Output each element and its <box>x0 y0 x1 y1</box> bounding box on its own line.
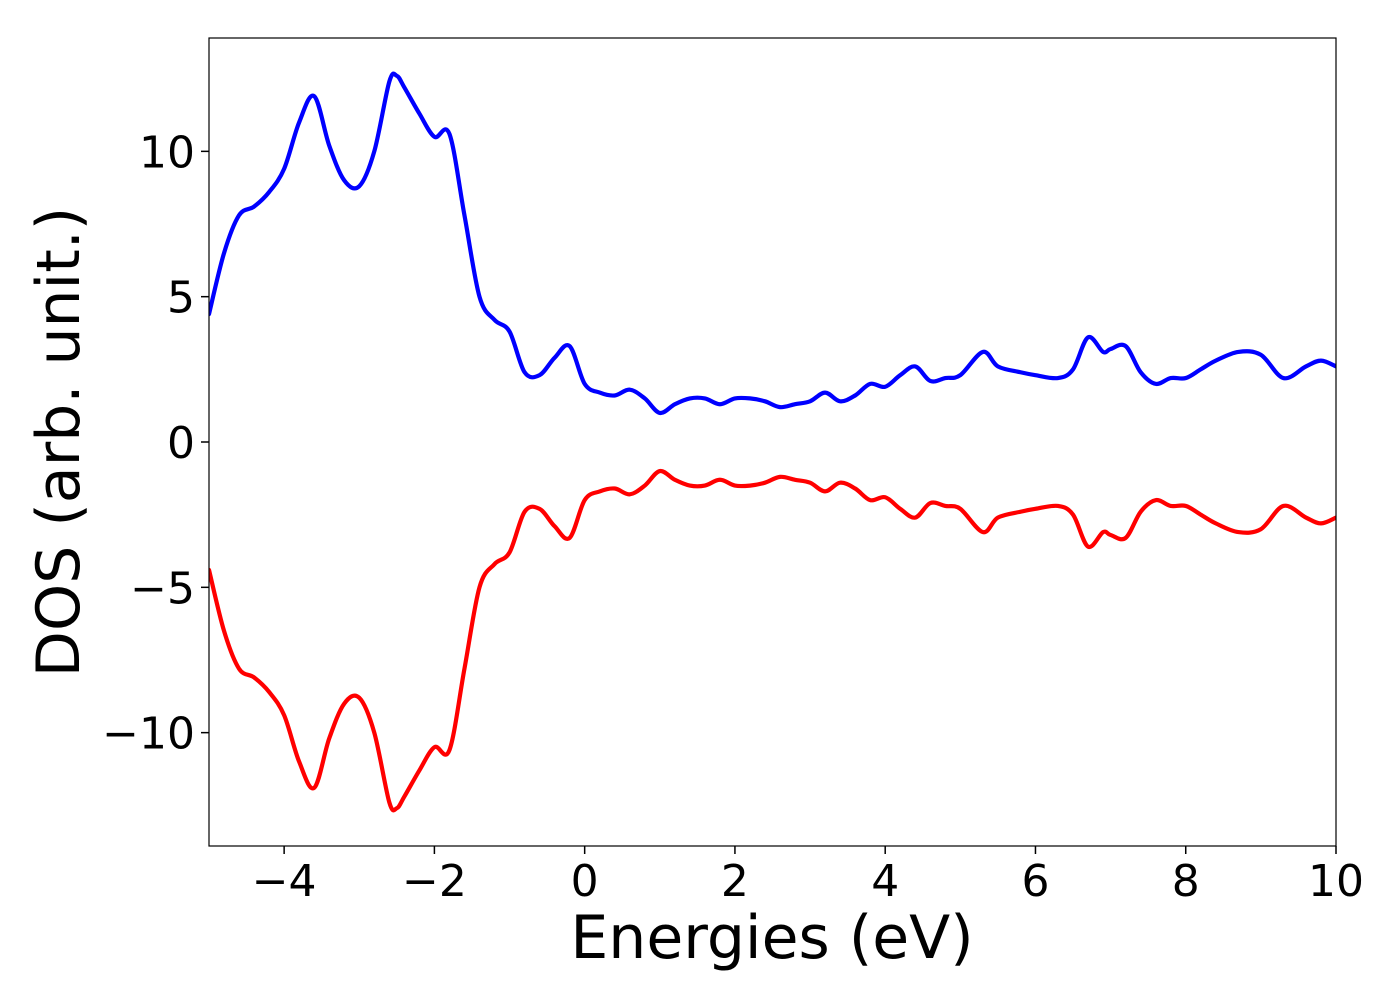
y-tick-label: −5 <box>130 563 195 614</box>
plot-frame <box>208 37 1337 847</box>
y-tick-label: 10 <box>139 127 195 178</box>
x-tick-label: 2 <box>721 856 749 907</box>
y-axis: 10 5 0 −5 −10 <box>102 127 209 760</box>
x-tick-label: 8 <box>1172 856 1200 907</box>
y-tick-label: −10 <box>102 709 195 760</box>
x-axis: −4 −2 0 2 4 6 8 10 <box>252 846 1364 907</box>
y-tick-label: 0 <box>167 418 195 469</box>
y-tick-label: 5 <box>167 273 195 324</box>
series-layer <box>209 71 1336 813</box>
x-tick-label: 6 <box>1021 856 1049 907</box>
x-tick-label: −4 <box>252 856 317 907</box>
series-line-1 <box>209 71 1336 416</box>
x-tick-label: 4 <box>871 856 899 907</box>
series-line-2 <box>209 468 1336 813</box>
x-tick-label: −2 <box>402 856 467 907</box>
x-tick-label: 0 <box>571 856 599 907</box>
x-axis-label: Energies (eV) <box>570 903 973 973</box>
x-tick-label: 10 <box>1308 856 1364 907</box>
y-axis-label: DOS (arb. unit.) <box>24 207 94 677</box>
